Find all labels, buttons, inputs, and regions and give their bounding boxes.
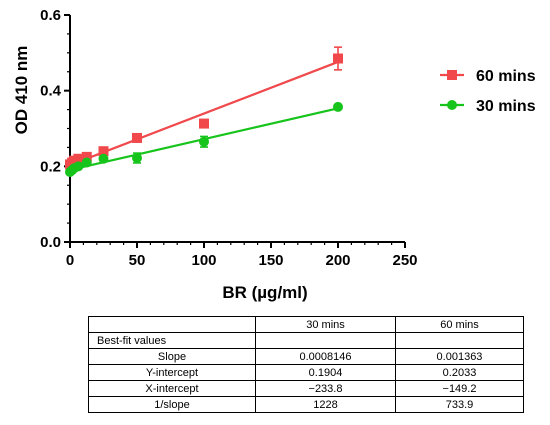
table-cell: Slope (88, 348, 256, 365)
y-tick-label: 0.2 (40, 158, 61, 175)
legend: 60 mins 30 mins (440, 68, 536, 115)
table-cell: 0.001363 (395, 348, 524, 365)
y-tick-label: 0.0 (40, 234, 61, 251)
y-tick-label: 0.4 (40, 83, 62, 100)
table-cell: Y-intercept (88, 364, 256, 381)
x-tick-label: 50 (129, 252, 146, 269)
table-cell: −149.2 (395, 380, 524, 397)
marker-square (73, 153, 84, 164)
best-fit-table: 30 mins 60 mins Best-fit values Slope 0.… (88, 316, 524, 413)
marker-circle (73, 161, 84, 172)
marker-circle (132, 153, 142, 164)
marker-square (81, 151, 92, 162)
x-tick-label: 250 (392, 252, 417, 269)
marker-square (333, 53, 343, 64)
marker-square (199, 118, 209, 129)
x-tick-label: 200 (325, 252, 350, 269)
table-cell: 0.2033 (395, 364, 524, 381)
fit-lines (69, 60, 339, 172)
table-cell: 1/slope (88, 396, 256, 413)
axes: 0 50 100 150 200 250 0.0 0.2 0.4 0.6 (40, 7, 417, 269)
marker-circle (333, 101, 343, 112)
section-label: Best-fit values (88, 332, 256, 349)
marker-square (447, 70, 457, 80)
table-cell: 1228 (255, 396, 396, 413)
table-header-cell: 30 mins (255, 316, 396, 333)
x-tick-label: 0 (66, 252, 74, 269)
fit-line (69, 60, 339, 167)
table-row: Y-intercept 0.1904 0.2033 (88, 364, 524, 381)
marker-circle (447, 100, 457, 110)
data-markers (65, 46, 343, 178)
table-cell: 0.0008146 (255, 348, 396, 365)
table-cell: 733.9 (395, 396, 524, 413)
marker-circle (98, 153, 109, 164)
marker-circle (81, 157, 92, 168)
table-header-cell (88, 316, 256, 333)
marker-circle (199, 136, 209, 147)
table-cell: −233.8 (255, 380, 396, 397)
legend-label: 60 mins (476, 68, 536, 85)
x-axis-title: BR (µg/ml) (222, 283, 307, 302)
table-section-row: Best-fit values (88, 332, 524, 349)
table-header-row: 30 mins 60 mins (88, 316, 524, 333)
y-tick-label: 0.6 (40, 7, 61, 24)
table-row: 1/slope 1228 733.9 (88, 396, 524, 413)
legend-label: 30 mins (476, 98, 536, 115)
y-axis-title: OD 410 nm (12, 46, 31, 135)
marker-square (98, 146, 109, 157)
chart: 0 50 100 150 200 250 0.0 0.2 0.4 0.6 OD 410 nm BR… (12, 7, 536, 302)
marker-square (132, 132, 142, 143)
table-header-cell: 60 mins (395, 316, 524, 333)
table-cell: 0.1904 (255, 364, 396, 381)
x-tick-label: 150 (258, 252, 283, 269)
x-tick-label: 100 (191, 252, 216, 269)
table-cell: X-intercept (88, 380, 256, 397)
table-row: Slope 0.0008146 0.001363 (88, 348, 524, 365)
table-row: X-intercept −233.8 −149.2 (88, 380, 524, 397)
